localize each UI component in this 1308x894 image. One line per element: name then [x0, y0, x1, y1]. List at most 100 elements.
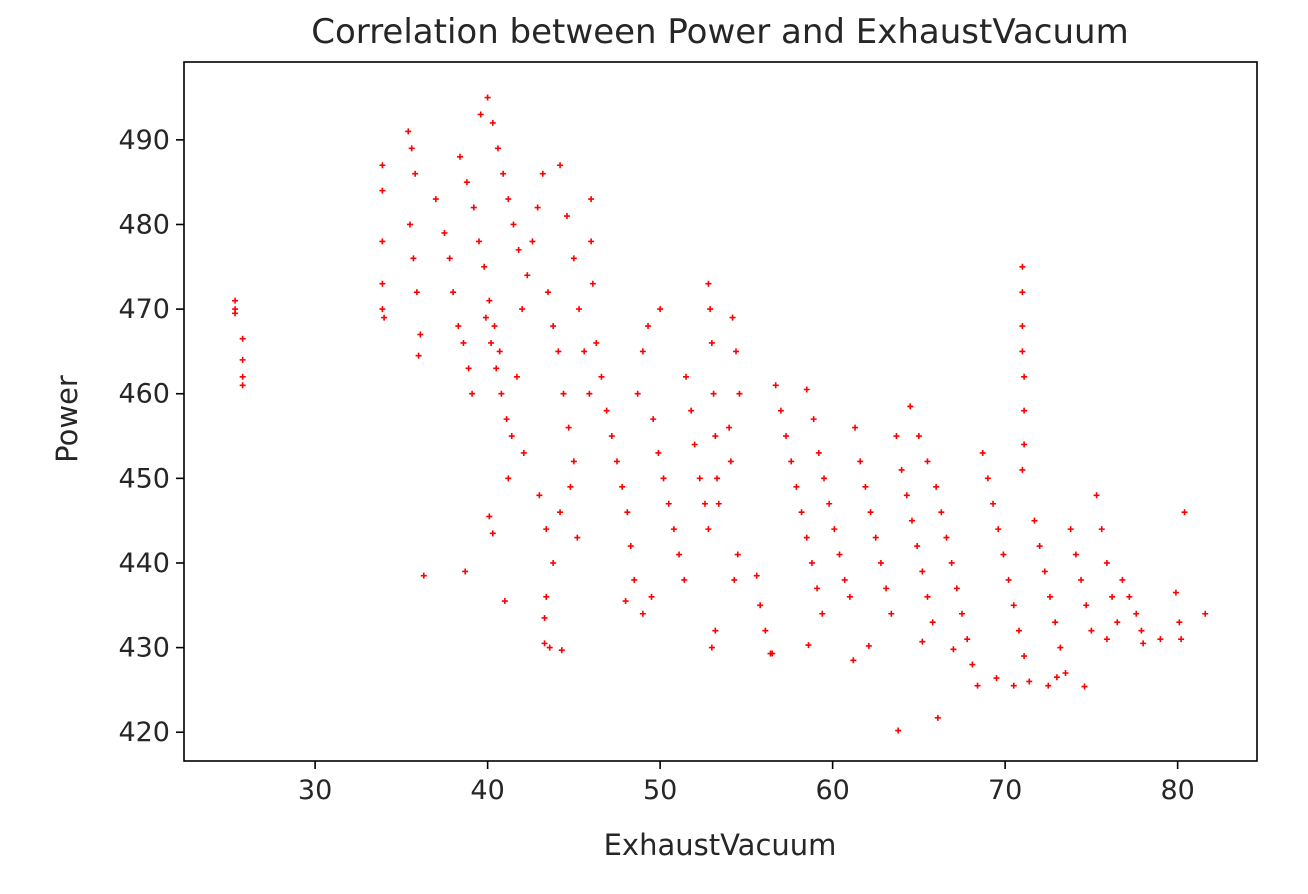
scatter-point [857, 458, 864, 465]
plot-frame [183, 61, 1258, 762]
scatter-point [420, 572, 427, 579]
scatter-point [715, 500, 722, 507]
x-axis: 30 40 50 60 70 80 [298, 761, 1195, 806]
scatter-point [1062, 669, 1069, 676]
scatter-point [772, 382, 779, 389]
scatter-point [484, 94, 491, 101]
scatter-point [536, 492, 543, 499]
x-tick-label: 80 [1160, 775, 1194, 806]
scatter-point [645, 323, 652, 330]
scatter-point [593, 339, 600, 346]
scatter-point [489, 530, 496, 537]
scatter-point [655, 449, 662, 456]
scatter-point [508, 433, 515, 440]
scatter-point [1045, 682, 1052, 689]
scatter-point [1088, 627, 1095, 634]
scatter-point [788, 458, 795, 465]
scatter-point [534, 204, 541, 211]
scatter-point [676, 551, 683, 558]
scatter-point [810, 416, 817, 423]
scatter-point [1126, 593, 1133, 600]
scatter-point [1140, 640, 1147, 647]
scatter-point [919, 638, 926, 645]
scatter-point [1005, 576, 1012, 583]
scatter-point [520, 449, 527, 456]
scatter-point [1157, 636, 1164, 643]
scatter-point [814, 585, 821, 592]
scatter-point [736, 390, 743, 397]
scatter-point [1119, 576, 1126, 583]
scatter-point [701, 500, 708, 507]
scatter-point [850, 657, 857, 664]
scatter-point [498, 390, 505, 397]
scatter-point [769, 650, 776, 657]
scatter-point [959, 610, 966, 617]
scatter-point [1181, 509, 1188, 516]
y-tick-label: 430 [118, 633, 170, 664]
scatter-point [1021, 441, 1028, 448]
scatter-point [1031, 517, 1038, 524]
scatter-point [1019, 263, 1026, 270]
y-tick-label: 450 [118, 463, 170, 494]
scatter-point [379, 187, 386, 194]
scatter-point [1083, 602, 1090, 609]
scatter-point [460, 339, 467, 346]
scatter-point [657, 306, 664, 313]
scatter-point [589, 280, 596, 287]
scatter-point [1178, 636, 1185, 643]
scatter-point [491, 323, 498, 330]
scatter-point [1202, 610, 1209, 617]
scatter-point [803, 534, 810, 541]
scatter-point [627, 543, 634, 550]
scatter-point [408, 145, 415, 152]
scatter-point [381, 314, 388, 321]
scatter-point [469, 390, 476, 397]
x-tick-label: 50 [643, 775, 677, 806]
scatter-point [379, 306, 386, 313]
scatter-point [450, 289, 457, 296]
scatter-point [239, 373, 246, 380]
scatter-point [734, 551, 741, 558]
scatter-point [1133, 610, 1140, 617]
scatter-point [541, 614, 548, 621]
scatter-point [488, 339, 495, 346]
scatter-point [964, 636, 971, 643]
scatter-point [543, 593, 550, 600]
scatter-point [405, 128, 412, 135]
scatter-point [1010, 682, 1017, 689]
scatter-point [969, 661, 976, 668]
scatter-point [1072, 551, 1079, 558]
scatter-point [455, 323, 462, 330]
scatter-point [705, 526, 712, 533]
scatter-point [924, 593, 931, 600]
scatter-point [541, 640, 548, 647]
scatter-point [1041, 568, 1048, 575]
scatter-point [608, 433, 615, 440]
scatter-point [1021, 373, 1028, 380]
scatter-point [441, 229, 448, 236]
scatter-point [570, 255, 577, 262]
scatter-point [682, 373, 689, 380]
y-tick-label: 420 [118, 717, 170, 748]
scatter-point [496, 348, 503, 355]
scatter-point [979, 449, 986, 456]
scatter-point [705, 280, 712, 287]
scatter-point [1021, 653, 1028, 660]
scatter-point [493, 365, 500, 372]
scatter-point [1109, 593, 1116, 600]
scatter-point [570, 458, 577, 465]
scatter-point [413, 289, 420, 296]
scatter-point [938, 509, 945, 516]
scatter-point [603, 407, 610, 414]
scatter-point [995, 526, 1002, 533]
scatter-point [826, 500, 833, 507]
scatter-point [950, 646, 957, 653]
scatter-point [624, 509, 631, 516]
scatter-point [731, 576, 738, 583]
scatter-point [974, 682, 981, 689]
scatter-point [639, 610, 646, 617]
x-tick-label: 30 [298, 775, 332, 806]
scatter-point [708, 339, 715, 346]
scatter-point [481, 263, 488, 270]
